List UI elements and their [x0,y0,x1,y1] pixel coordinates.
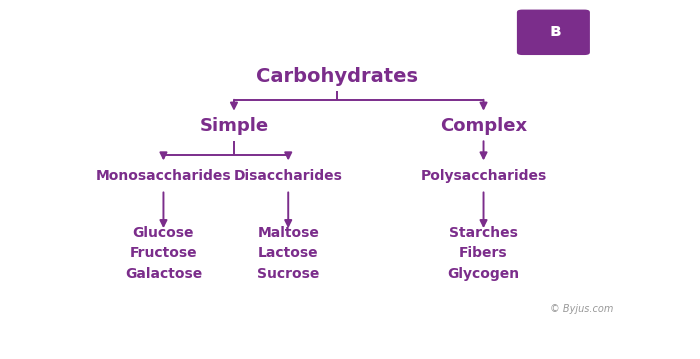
FancyBboxPatch shape [515,8,592,56]
Text: Maltose
Lactose
Sucrose: Maltose Lactose Sucrose [257,225,319,281]
Text: Disaccharides: Disaccharides [234,169,343,183]
Text: Monosaccharides: Monosaccharides [96,169,231,183]
Text: Starches
Fibers
Glycogen: Starches Fibers Glycogen [447,225,519,281]
Text: Glucose
Fructose
Galactose: Glucose Fructose Galactose [125,225,202,281]
Text: Complex: Complex [440,117,527,135]
Text: Carbohydrates: Carbohydrates [256,67,418,86]
Text: ʙ: ʙ [550,22,561,40]
Text: The Learning App: The Learning App [612,39,680,48]
Text: Simple: Simple [199,117,269,135]
Text: Polysaccharides: Polysaccharides [421,169,547,183]
Text: © Byjus.com: © Byjus.com [550,304,614,314]
Text: BYJU'S: BYJU'S [612,18,658,31]
